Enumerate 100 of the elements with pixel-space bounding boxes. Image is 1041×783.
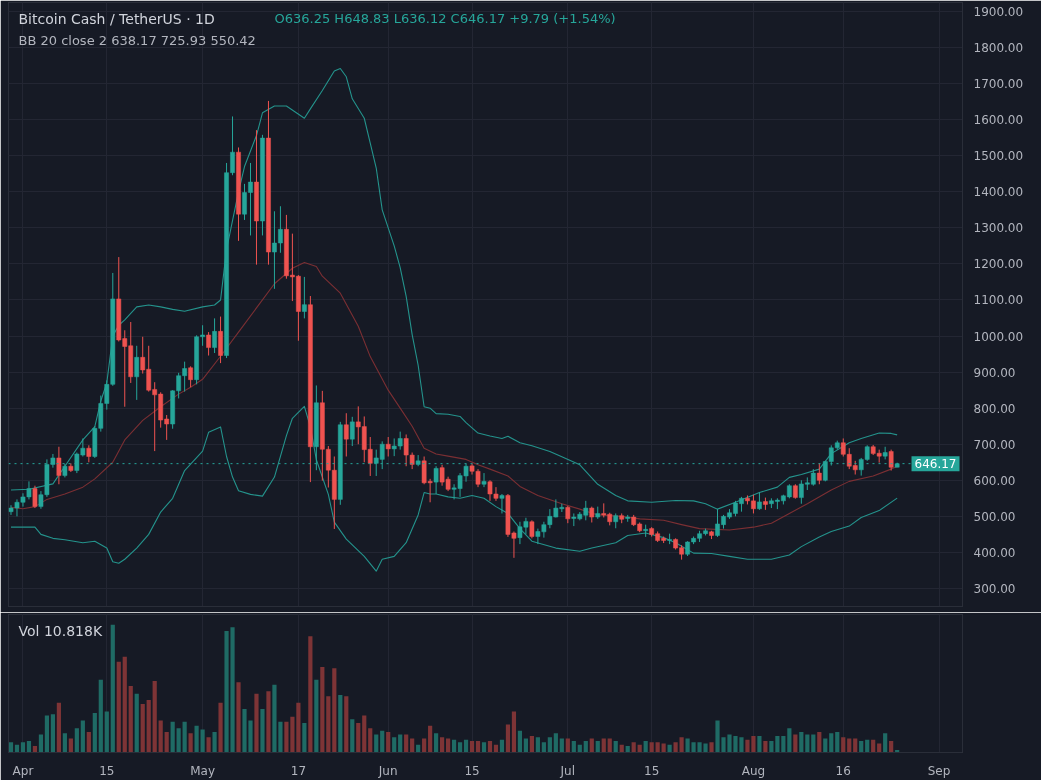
candlestick [212,317,217,354]
bar [775,735,780,753]
bar [38,734,44,753]
bar [763,741,768,753]
bar [260,709,265,753]
bar [356,723,361,753]
bar [595,741,600,753]
bar [787,728,792,753]
y-tick-label: 1200.00 [973,257,1024,272]
y-tick-label: 700.00 [973,437,1016,452]
y-tick-label: 1600.00 [973,113,1024,128]
bar [823,738,828,753]
bar [559,738,564,753]
y-tick-label: 1900.00 [973,5,1024,20]
bar [517,730,523,753]
bar [571,741,576,753]
bar [128,686,133,753]
bar [883,733,888,753]
bar [218,702,223,753]
bar [529,735,534,753]
bar [86,732,91,753]
bar [553,733,558,753]
candlestick [433,465,439,495]
bar [655,742,660,753]
x-tick-label: 17 [290,763,307,778]
bar [889,741,894,753]
text: Bitcoin Cash / TetherUS · 1D [18,10,215,27]
bar [535,737,540,753]
bar [589,738,594,753]
bar [457,742,463,753]
bar [829,733,834,753]
x-tick-label: Sep [927,763,951,778]
chart-title: Vol 10.818K [18,622,103,639]
bar [374,734,379,753]
bar [445,738,451,753]
candlestick [499,493,505,514]
bar [434,733,439,753]
y-tick-label: 600.00 [973,473,1016,488]
candlestick [206,331,211,357]
bar [320,666,325,753]
bar [62,733,67,753]
candlestick [385,436,391,457]
x-tick-label: 15 [99,763,115,778]
bar [835,732,840,753]
x-tick-label: 15 [644,763,660,778]
bar [380,730,385,753]
bar [110,624,115,753]
x-tick-label: 16 [835,763,851,778]
line-series [10,261,898,531]
bar [410,738,415,753]
bar [422,738,427,753]
bar [266,691,271,753]
bar [607,738,612,753]
bar [134,693,139,753]
bar [74,728,79,753]
bar [50,714,55,753]
bar [847,738,852,753]
y-tick-label: 1100.00 [973,293,1024,308]
bar [8,742,14,753]
bar [308,636,313,753]
x-tick-label: Jun [377,763,398,778]
candlestick [349,416,355,447]
bar [811,734,816,753]
bar [841,737,846,753]
bar [799,732,804,753]
y-tick-label: 1000.00 [973,329,1024,344]
bar [314,679,319,753]
bar [817,732,822,753]
bar [158,720,163,753]
y-tick-label: 500.00 [973,509,1016,524]
bar [565,738,570,753]
candlestick [302,276,307,319]
bar [859,741,864,753]
candlestick [343,412,349,457]
bar [164,732,169,753]
y-tick-label: 1500.00 [973,149,1024,164]
bar [140,703,145,753]
line-series [10,405,898,572]
x-tick-label: Jul [559,763,576,778]
bar [368,728,373,753]
bar [116,661,121,753]
bar [20,742,26,753]
bar [643,741,648,753]
bar [206,737,211,753]
candlestick [32,485,38,509]
y-tick-label: 300.00 [973,581,1016,596]
bar [80,720,85,753]
bar [386,732,391,753]
x-tick-label: Aug [741,763,766,778]
bar [511,711,517,753]
bar [583,741,588,753]
bar [613,741,618,753]
bar [547,737,552,753]
bar [781,735,786,753]
bar [469,741,475,753]
bar [350,719,355,753]
annotation: O636.25 H648.83 L636.12 C646.17 +9.79 (+1.54%) [274,11,616,26]
candlestick [816,462,822,485]
bar [709,742,714,753]
x-tick-label: May [190,763,215,778]
